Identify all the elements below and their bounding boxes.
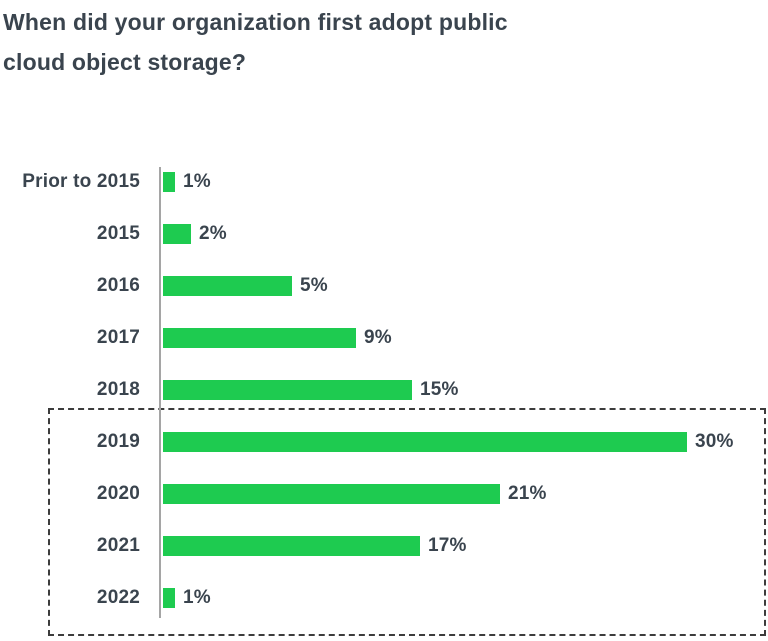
chart-row: 2019 30% bbox=[0, 416, 768, 468]
bar bbox=[163, 432, 687, 452]
y-axis-line bbox=[159, 167, 161, 618]
highlight-dashed-box bbox=[48, 408, 766, 636]
category-label: 2017 bbox=[96, 327, 140, 348]
category-label: 2016 bbox=[96, 275, 140, 296]
bar-track: 17% bbox=[163, 535, 467, 557]
value-label: 21% bbox=[508, 483, 547, 504]
category-label: 2018 bbox=[96, 379, 140, 400]
bar bbox=[163, 536, 420, 556]
chart-rows: Prior to 2015 1% 2015 2% 2016 5% 2017 9% 2018 15%… bbox=[0, 156, 768, 624]
bar-track: 2% bbox=[163, 223, 227, 245]
bar bbox=[163, 276, 292, 296]
bar-track: 1% bbox=[163, 171, 211, 193]
category-label: 2020 bbox=[96, 483, 140, 504]
chart-row: 2018 15% bbox=[0, 364, 768, 416]
bar bbox=[163, 380, 412, 400]
bar-track: 21% bbox=[163, 483, 547, 505]
value-label: 9% bbox=[364, 327, 392, 348]
chart-row: 2015 2% bbox=[0, 208, 768, 260]
chart-title-line1: When did your organization first adopt p… bbox=[3, 9, 508, 35]
value-label: 1% bbox=[183, 171, 211, 192]
bar bbox=[163, 172, 175, 192]
bar bbox=[163, 224, 191, 244]
chart-row: Prior to 2015 1% bbox=[0, 156, 768, 208]
category-label: 2021 bbox=[96, 535, 140, 556]
value-label: 30% bbox=[695, 431, 734, 452]
chart-row: 2021 17% bbox=[0, 520, 768, 572]
category-label: 2015 bbox=[96, 223, 140, 244]
category-label: 2019 bbox=[96, 431, 140, 452]
bar-track: 1% bbox=[163, 587, 211, 609]
category-label: 2022 bbox=[96, 587, 140, 608]
bar-track: 9% bbox=[163, 327, 392, 349]
bar bbox=[163, 588, 175, 608]
bar bbox=[163, 328, 356, 348]
chart-title: When did your organization first adopt p… bbox=[3, 2, 508, 82]
value-label: 2% bbox=[199, 223, 227, 244]
bar-track: 15% bbox=[163, 379, 459, 401]
category-label: Prior to 2015 bbox=[22, 171, 140, 192]
value-label: 1% bbox=[183, 587, 211, 608]
chart-row: 2016 5% bbox=[0, 260, 768, 312]
bar-track: 5% bbox=[163, 275, 328, 297]
bar-track: 30% bbox=[163, 431, 734, 453]
chart-row: 2017 9% bbox=[0, 312, 768, 364]
chart-row: 2022 1% bbox=[0, 572, 768, 624]
value-label: 15% bbox=[420, 379, 459, 400]
value-label: 5% bbox=[300, 275, 328, 296]
value-label: 17% bbox=[428, 535, 467, 556]
bar bbox=[163, 484, 500, 504]
chart-row: 2020 21% bbox=[0, 468, 768, 520]
chart-title-line2: cloud object storage? bbox=[3, 49, 247, 75]
